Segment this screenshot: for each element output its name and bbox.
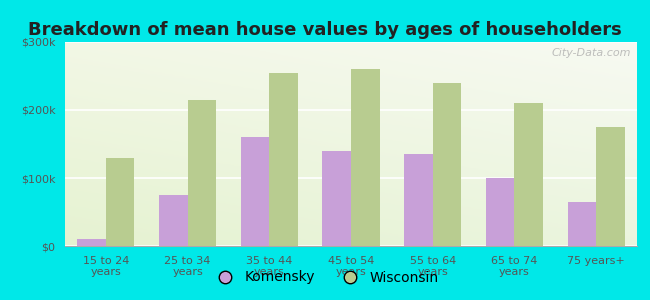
Bar <box>240 137 269 246</box>
Legend: Komensky, Wisconsin: Komensky, Wisconsin <box>206 265 444 290</box>
Bar <box>404 154 433 246</box>
Bar <box>77 239 106 246</box>
Bar <box>322 151 351 246</box>
Bar <box>269 73 298 246</box>
Bar <box>106 158 135 246</box>
Text: Breakdown of mean house values by ages of householders: Breakdown of mean house values by ages o… <box>28 21 622 39</box>
Text: City-Data.com: City-Data.com <box>552 48 631 58</box>
Bar <box>351 69 380 246</box>
Bar <box>433 83 462 246</box>
Bar <box>567 202 596 246</box>
Bar <box>486 178 514 246</box>
Bar <box>159 195 188 246</box>
Bar <box>188 100 216 246</box>
Bar <box>514 103 543 246</box>
Bar <box>596 127 625 246</box>
